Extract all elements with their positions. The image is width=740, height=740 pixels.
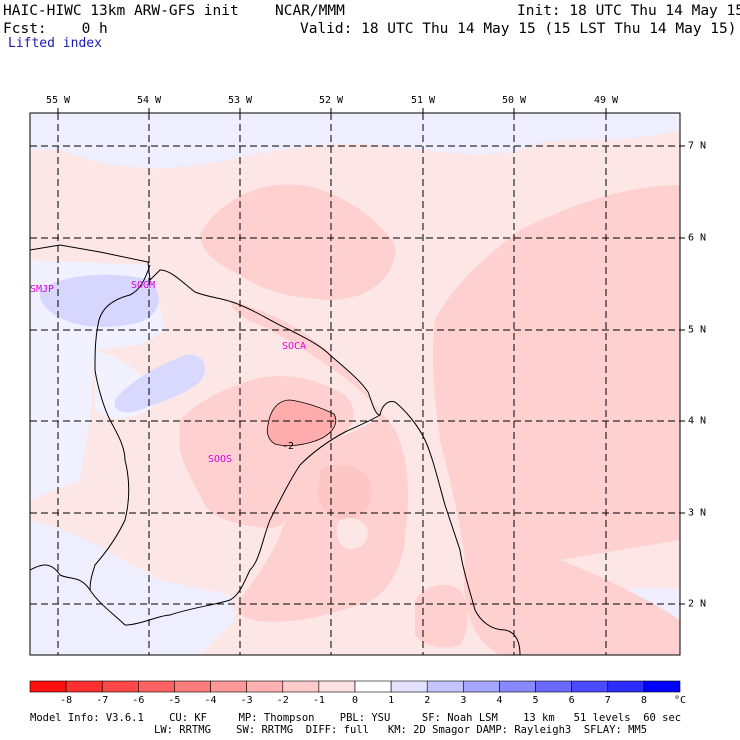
colorbar-value: 6 — [568, 695, 575, 706]
lat-label-4n: 4 N — [688, 415, 707, 427]
lat-label-6n: 6 N — [688, 232, 707, 244]
unstable-cell-coast — [415, 584, 468, 648]
coastline — [30, 244, 521, 655]
colorbar-value: 7 — [604, 695, 611, 706]
colorbar-value: -1 — [312, 695, 325, 706]
colorbar-value: -5 — [168, 695, 181, 706]
weak-cell-south — [336, 518, 368, 550]
colorbar-segment — [65, 680, 103, 693]
stable-cell-1 — [39, 274, 159, 327]
model-info-line1: Model Info: V3.6.1 CU: KF MP: Thompson P… — [30, 712, 682, 724]
valid-time: Valid: 18 UTC Thu 14 May 15 (15 LST Thu … — [300, 21, 737, 37]
model-title: HAIC-HIWC 13km ARW-GFS init — [3, 3, 239, 19]
colorbar-segment — [390, 680, 428, 693]
colorbar-unit: °C — [673, 695, 687, 706]
colorbar-segment — [101, 680, 139, 693]
colorbar-value: 2 — [424, 695, 431, 706]
stable-region-corner — [30, 113, 80, 150]
colorbar-segment — [174, 680, 211, 693]
lon-label-52w: 52 W — [318, 95, 344, 106]
colorbar-value: 4 — [496, 695, 503, 706]
colorbar-segment — [643, 680, 681, 693]
lon-label-53w: 53 W — [227, 95, 253, 106]
colorbar-value: 8 — [640, 695, 647, 706]
colorbar-segment — [426, 680, 464, 693]
colorbar-value: -8 — [60, 695, 73, 706]
border-southwest — [30, 564, 91, 591]
contour-label: -2 — [282, 441, 294, 452]
colorbar-segment — [571, 680, 609, 693]
forecast-hour: Fcst: 0 h — [3, 21, 108, 37]
init-time: Init: 18 UTC Thu 14 May 15 — [517, 3, 740, 19]
colorbar-value: -2 — [276, 695, 289, 706]
colorbar-value: -6 — [132, 695, 145, 706]
colorbar-segment — [535, 680, 572, 693]
colorbar-segment — [607, 680, 645, 693]
colorbar-segment — [318, 680, 356, 693]
colorbar-segment — [354, 680, 392, 693]
station-sogm: SOGM — [131, 280, 156, 291]
center-name: NCAR/MMM — [275, 3, 345, 19]
colorbar-value: -3 — [240, 695, 253, 706]
colorbar-value: 0 — [351, 695, 359, 706]
colorbar-segment — [210, 680, 247, 693]
station-soca: SOCA — [282, 341, 307, 352]
station-soos: SOOS — [208, 454, 233, 465]
map-frame — [29, 112, 681, 656]
colorbar-segment — [138, 680, 175, 693]
colorbar-segment — [499, 680, 536, 693]
lon-label-54w: 54 W — [136, 95, 162, 106]
unstable-region-east — [432, 185, 680, 655]
axis-ticks — [57, 108, 685, 605]
model-info-line2: LW: RRTMG SW: RRTMG DIFF: full KM: 2D Sm… — [154, 724, 648, 736]
stable-region-north-inner — [60, 129, 260, 164]
station-smjp: SMJP — [30, 284, 55, 295]
lat-label-7n: 7 N — [688, 140, 707, 152]
colorbar-value: -4 — [204, 695, 217, 706]
lon-label-49w: 49 W — [593, 95, 619, 106]
field-name: Lifted index — [8, 36, 102, 51]
unstable-region-north — [200, 184, 396, 300]
color-bar — [29, 680, 681, 693]
contour-minus-2 — [266, 399, 337, 447]
lon-label-55w: 55 W — [45, 95, 71, 106]
lon-label-50w: 50 W — [501, 95, 527, 106]
colorbar-segment — [463, 680, 500, 693]
colorbar-value: 3 — [460, 695, 467, 706]
colorbar-segment — [282, 680, 320, 693]
colorbar-segment — [29, 680, 67, 693]
colorbar-segment — [246, 680, 284, 693]
colorbar-value: 1 — [388, 695, 395, 706]
lat-label-5n: 5 N — [688, 324, 707, 336]
colorbar-value: 5 — [532, 695, 539, 706]
stable-region-southwest — [30, 520, 235, 655]
lat-label-3n: 3 N — [688, 507, 707, 519]
lon-label-51w: 51 W — [410, 95, 436, 106]
lat-label-2n: 2 N — [688, 598, 707, 610]
stable-cell-2 — [114, 354, 205, 413]
colorbar-value: -7 — [96, 695, 109, 706]
lat-lon-grid — [30, 113, 680, 655]
